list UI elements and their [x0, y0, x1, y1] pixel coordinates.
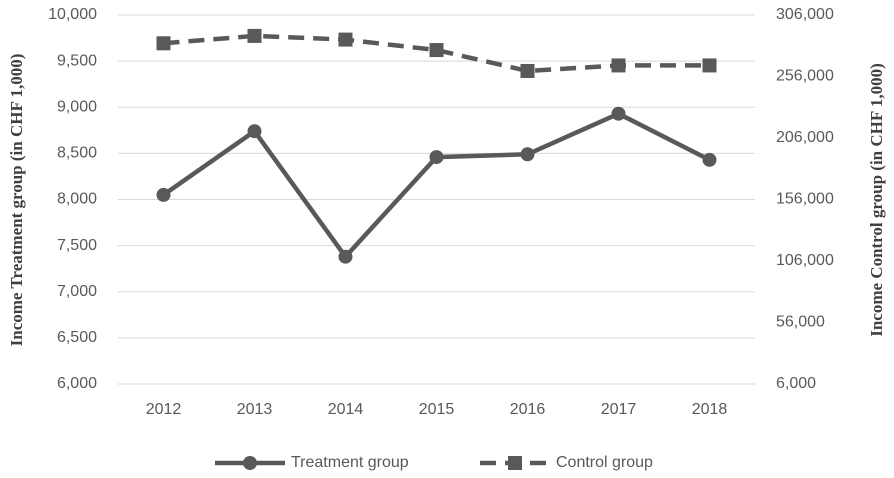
point	[429, 43, 444, 58]
x-tick-label: 2013	[237, 401, 273, 418]
y2-tick-label: 206,000	[776, 129, 834, 146]
y2-tick-label: 256,000	[776, 68, 834, 85]
point	[156, 187, 171, 202]
x-tick-label: 2015	[419, 401, 455, 418]
point	[611, 58, 626, 73]
legend-marker	[243, 456, 257, 470]
x-tick-label: 2017	[601, 401, 637, 418]
y2-tick-label: 156,000	[776, 191, 834, 208]
point	[702, 58, 717, 73]
point	[520, 63, 535, 78]
x-tick-label: 2014	[328, 401, 364, 418]
y-tick-label: 9,000	[57, 98, 97, 115]
y-tick-label: 7,000	[57, 283, 97, 300]
legend-label: Control group	[556, 454, 653, 471]
y2-axis-title: Income Control group (in CHF 1,000)	[867, 63, 886, 337]
point	[611, 106, 626, 121]
y-tick-label: 9,500	[57, 52, 97, 69]
point	[247, 124, 262, 139]
point	[338, 249, 353, 264]
y-tick-label: 10,000	[48, 6, 97, 23]
point	[338, 32, 353, 47]
y-tick-label: 8,000	[57, 191, 97, 208]
y-tick-label: 6,000	[57, 375, 97, 392]
y2-tick-label: 56,000	[776, 314, 825, 331]
y2-tick-label: 106,000	[776, 252, 834, 269]
series-line	[162, 111, 711, 261]
y2-tick-label: 306,000	[776, 6, 834, 23]
point	[702, 152, 717, 167]
y-axis-title: Income Treatment group (in CHF 1,000)	[7, 54, 26, 347]
y-tick-label: 8,500	[57, 145, 97, 162]
y-tick-label: 7,500	[57, 237, 97, 254]
point	[429, 150, 444, 165]
y-tick-label: 6,500	[57, 329, 97, 346]
point	[247, 28, 262, 43]
legend-label: Treatment group	[291, 454, 409, 471]
point	[156, 36, 171, 51]
x-tick-label: 2016	[510, 401, 546, 418]
x-tick-label: 2012	[146, 401, 182, 418]
point	[520, 147, 535, 162]
x-tick-label: 2018	[692, 401, 728, 418]
y2-tick-label: 6,000	[776, 375, 816, 392]
legend-marker	[508, 456, 522, 470]
